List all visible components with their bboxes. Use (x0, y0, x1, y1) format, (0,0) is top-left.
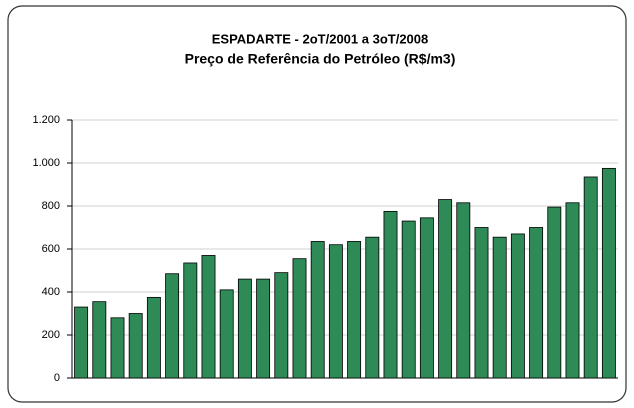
bar (237, 278, 252, 379)
bar (529, 227, 544, 379)
bar (419, 217, 434, 379)
bar (365, 236, 380, 379)
bar (310, 241, 325, 379)
bar (110, 317, 125, 379)
chart-frame (7, 5, 627, 403)
bar (474, 227, 489, 379)
bar (256, 278, 271, 379)
bar (510, 233, 525, 379)
bar (492, 236, 507, 379)
y-tick-label: 1.200 (32, 114, 60, 126)
bar (383, 210, 398, 379)
y-tick-label: 1.000 (32, 157, 60, 169)
y-tick-label: 0 (54, 372, 60, 384)
bar (565, 202, 580, 379)
bar (183, 262, 198, 379)
bar (456, 202, 471, 379)
bar (583, 176, 598, 379)
bar (92, 301, 107, 379)
bar (401, 220, 416, 379)
y-tick-label: 400 (42, 286, 60, 298)
y-tick-label: 600 (42, 243, 60, 255)
bar (219, 289, 234, 379)
bar (146, 296, 161, 379)
bar (547, 206, 562, 379)
y-tick-label: 800 (42, 200, 60, 212)
bar (74, 306, 89, 379)
bar (165, 273, 180, 379)
bar (201, 255, 216, 379)
bar (438, 199, 453, 379)
y-tick-label: 200 (42, 329, 60, 341)
bar (328, 244, 343, 379)
bar (601, 167, 616, 379)
chart-title: ESPADARTE - 2oT/2001 a 3oT/2008 (212, 31, 429, 46)
chart-subtitle: Preço de Referência do Petróleo (R$/m3) (185, 51, 456, 67)
bar (292, 258, 307, 379)
bar (128, 313, 143, 379)
bar (347, 241, 362, 379)
bar (274, 272, 289, 379)
